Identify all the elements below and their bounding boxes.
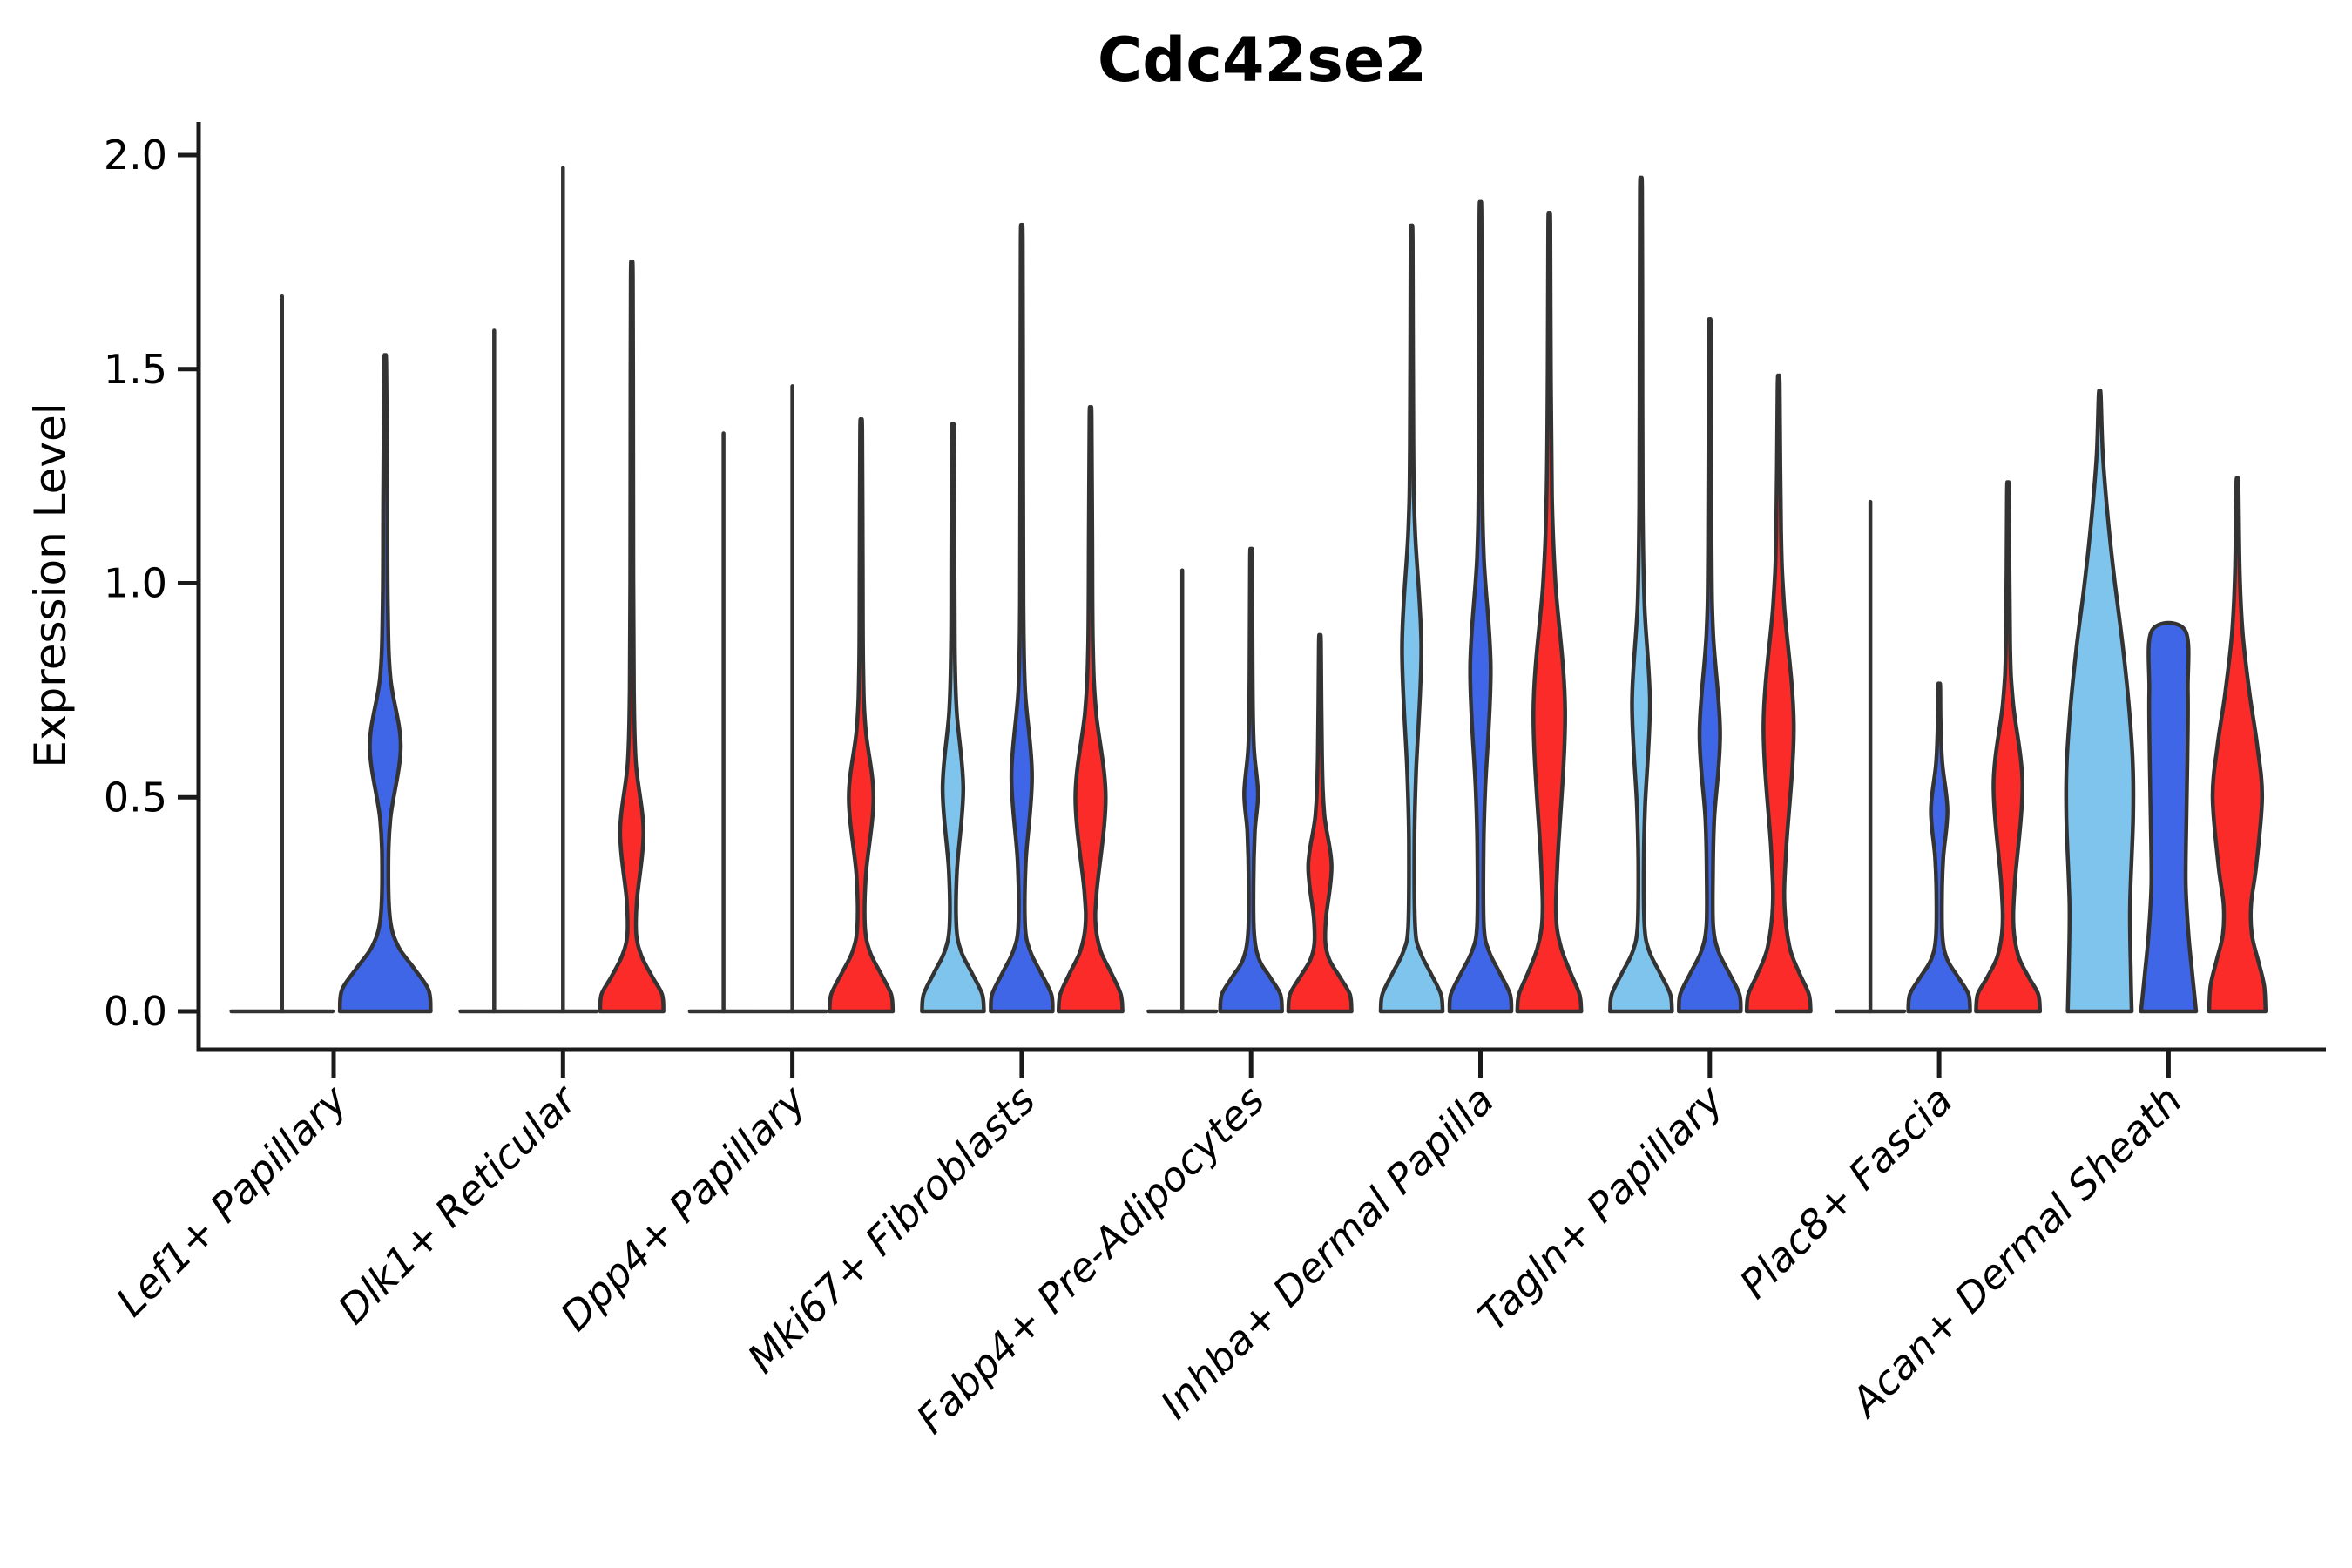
y-tick-label: 1.0	[104, 560, 167, 607]
violin-dlk1-reticular-split2	[598, 260, 666, 1014]
y-tick-label: 2.0	[104, 132, 167, 179]
x-tick-label: Plac8+ Fascia	[1730, 1077, 1961, 1308]
y-tick-label: 0.0	[104, 988, 167, 1035]
violin-acan-dermal-sheath-split1	[2139, 620, 2199, 1014]
violin-inhba-dermal-papilla-split2	[1515, 211, 1584, 1014]
violin-tagln-papillary-split2	[1744, 373, 1813, 1014]
violin-plac8-fascia-split1	[1906, 681, 1972, 1014]
y-tick-label: 0.5	[104, 774, 167, 821]
x-tick-label: Dlk1+ Reticular	[328, 1074, 587, 1333]
violin-mki67-fibroblasts-split1	[989, 222, 1055, 1014]
violin-acan-dermal-sheath-split2	[2207, 476, 2268, 1014]
x-tick-label: Lef1+ Papillary	[107, 1076, 356, 1325]
violin-inhba-dermal-papilla-split0	[1378, 223, 1445, 1014]
violin-inhba-dermal-papilla-split1	[1447, 199, 1514, 1014]
violin-tagln-papillary-split0	[1608, 175, 1674, 1014]
violin-mki67-fibroblasts-split0	[920, 422, 986, 1014]
x-tick-label: Tagln+ Papillary	[1469, 1076, 1733, 1340]
violin-fabp4-pre-adipocytes-split1	[1218, 546, 1284, 1014]
violin-tagln-papillary-split1	[1677, 317, 1743, 1014]
violin-mki67-fibroblasts-split2	[1056, 405, 1125, 1014]
violin-acan-dermal-sheath-split0	[2064, 388, 2136, 1014]
y-tick-label: 1.5	[104, 346, 167, 393]
violin-dpp4-papillary-split2	[828, 417, 896, 1014]
violin-lef1-papillary-split1	[337, 353, 433, 1014]
violin-plac8-fascia-split2	[1974, 480, 2043, 1014]
y-axis-label: Expression Level	[25, 402, 76, 768]
chart-title: Cdc42se2	[1097, 24, 1428, 96]
x-tick-label: Dpp4+ Papillary	[551, 1076, 815, 1340]
violin-fabp4-pre-adipocytes-split2	[1286, 632, 1354, 1014]
